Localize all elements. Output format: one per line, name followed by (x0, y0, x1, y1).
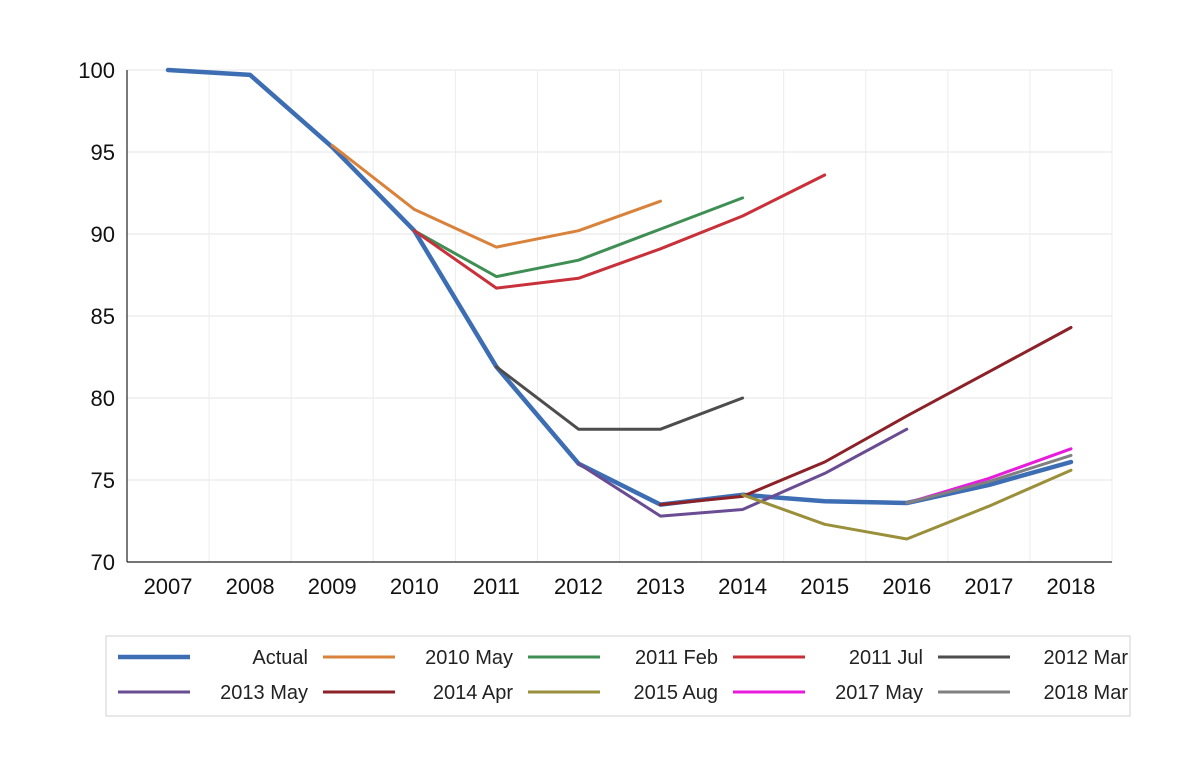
y-tick-label: 90 (91, 222, 115, 247)
series-line-2011-jul (412, 173, 827, 290)
x-tick-label: 2007 (144, 574, 193, 599)
legend-label: 2014 Apr (433, 682, 513, 704)
y-tick-label: 80 (91, 386, 115, 411)
series-line-2017-may (905, 447, 1073, 505)
axes (126, 70, 1112, 563)
x-tick-label: 2008 (226, 574, 275, 599)
series-line-2014-apr (659, 326, 1073, 507)
x-tick-labels: 2007 2008 2009 2010 2011 2012 2013 2014 2015 2016… (144, 574, 1096, 599)
series-line-2018-mar (905, 453, 1073, 505)
x-tick-label: 2014 (718, 574, 767, 599)
x-tick-label: 2012 (554, 574, 603, 599)
x-tick-label: 2011 (473, 574, 520, 599)
legend-label: 2010 May (425, 647, 513, 669)
x-tick-label: 2016 (882, 574, 931, 599)
legend-label: 2011 Feb (635, 647, 718, 669)
series-line-2011-feb (412, 196, 745, 279)
series-line-2015-aug (741, 468, 1073, 541)
legend: Actual 2010 May 2011 Feb 2011 Jul 2012 Mar 20… (105, 635, 1131, 717)
legend-label: 2011 Jul (849, 647, 923, 669)
x-tick-label: 2015 (800, 574, 849, 599)
y-tick-label: 70 (91, 550, 115, 575)
legend-label: 2018 Mar (1044, 682, 1129, 704)
x-tick-label: 2017 (964, 574, 1013, 599)
legend-label: Actual (252, 647, 308, 669)
y-tick-label: 95 (91, 140, 115, 165)
y-tick-label: 75 (91, 468, 115, 493)
x-tick-label: 2009 (308, 574, 357, 599)
y-tick-label: 85 (91, 304, 115, 329)
legend-label: 2015 Aug (633, 682, 718, 704)
series-line-2012-mar (494, 365, 745, 431)
y-tick-label: 100 (78, 58, 115, 83)
y-tick-labels: 70 75 80 85 90 95 100 (78, 58, 115, 575)
series-lines (165, 67, 1074, 541)
x-tick-label: 2013 (636, 574, 685, 599)
legend-box (105, 635, 1131, 717)
legend-label: 2012 Mar (1044, 647, 1129, 669)
series-line-2010-may (330, 143, 662, 249)
x-tick-label: 2010 (390, 574, 439, 599)
legend-label: 2013 May (220, 682, 308, 704)
legend-label: 2017 May (835, 682, 923, 704)
x-tick-label: 2018 (1046, 574, 1095, 599)
series-line-2013-may (577, 427, 909, 518)
